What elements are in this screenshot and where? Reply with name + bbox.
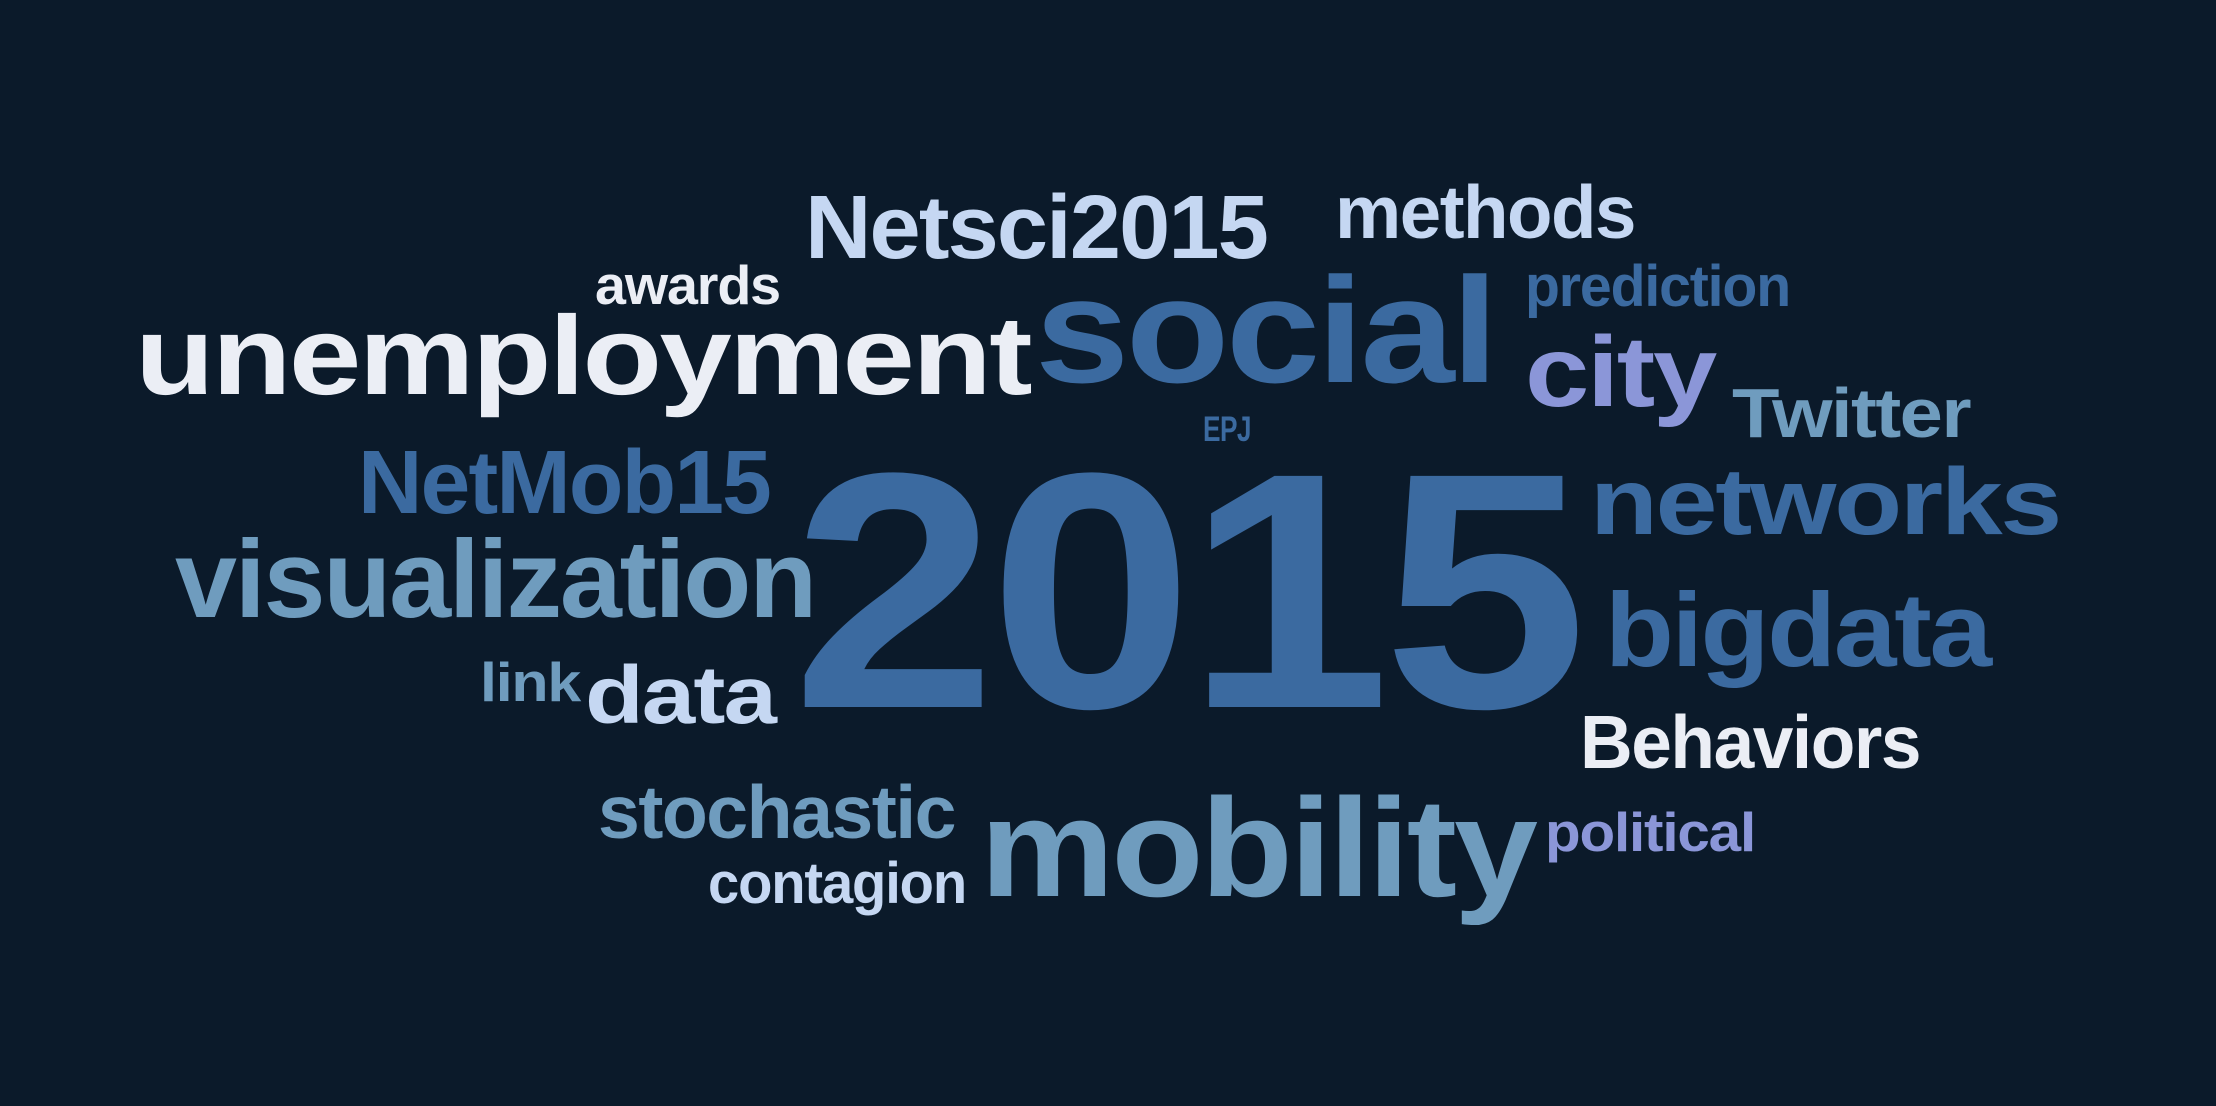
word-data: data: [585, 650, 777, 741]
word-link: link: [480, 651, 581, 713]
word-social: social: [1035, 246, 1498, 414]
word-contagion: contagion: [708, 851, 967, 916]
word-mobility: mobility: [980, 769, 1538, 926]
word-awards: awards: [595, 254, 781, 316]
word-networks: networks: [1590, 449, 2062, 555]
word-prediction: prediction: [1525, 254, 1791, 319]
word-netsci2015: Netsci2015: [805, 178, 1269, 278]
word-stochastic: stochastic: [598, 770, 957, 854]
word-netmob15: NetMob15: [358, 433, 772, 533]
word-w2015: 2015: [792, 404, 1587, 779]
word-methods: methods: [1335, 170, 1636, 254]
word-city: city: [1525, 316, 1717, 428]
word-epj: EPJ: [1203, 410, 1252, 449]
word-bigdata: bigdata: [1605, 572, 1992, 689]
word-political: political: [1545, 801, 1756, 863]
word-visualization: visualization: [175, 518, 817, 641]
word-behaviors: Behaviors: [1580, 700, 1921, 784]
word-twitter: Twitter: [1732, 374, 1972, 452]
word-unemployment: unemployment: [135, 293, 1033, 418]
